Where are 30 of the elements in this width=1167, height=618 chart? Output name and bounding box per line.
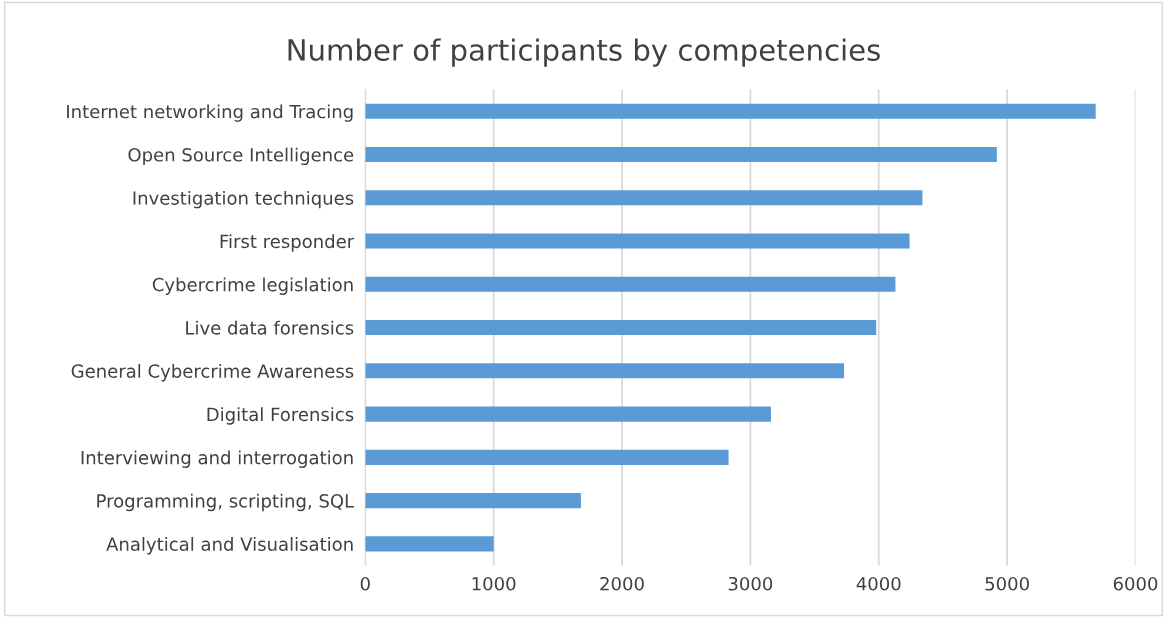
bar <box>365 536 494 552</box>
bar <box>365 190 923 206</box>
bar <box>365 363 845 379</box>
bar <box>365 276 896 292</box>
y-tick-label: Programming, scripting, SQL <box>97 493 355 512</box>
y-tick-label: Open Source Intelligence <box>128 147 354 166</box>
bar <box>365 493 581 509</box>
y-tick-label: Cybercrime legislation <box>152 277 353 295</box>
x-tick-label: 1000 <box>472 576 516 591</box>
y-tick-label: General Cybercrime Awareness <box>71 363 354 382</box>
chart-title: Number of participants by competencies <box>288 38 880 67</box>
bar <box>365 233 910 249</box>
bar <box>365 406 771 422</box>
y-tick-label: First responder <box>220 234 355 252</box>
bar <box>365 449 729 465</box>
y-tick-label: Live data forensics <box>186 320 354 335</box>
y-tick-label: Investigation techniques <box>133 190 354 209</box>
x-tick-label: 0 <box>360 576 370 591</box>
y-tick-label: Analytical and Visualisation <box>106 536 353 555</box>
x-tick-label: 4000 <box>856 576 901 591</box>
y-tick-label: Digital Forensics <box>207 407 354 425</box>
x-tick-label: 3000 <box>728 576 773 591</box>
bar <box>365 103 1096 119</box>
x-tick-label: 2000 <box>600 576 644 591</box>
bar <box>365 319 877 336</box>
bar <box>365 146 997 163</box>
x-tick-label: 5000 <box>985 576 1029 591</box>
x-tick-label: 6000 <box>1113 576 1158 591</box>
y-tick-label: Interviewing and interrogation <box>81 450 353 468</box>
y-tick-label: Internet networking and Tracing <box>67 104 353 122</box>
